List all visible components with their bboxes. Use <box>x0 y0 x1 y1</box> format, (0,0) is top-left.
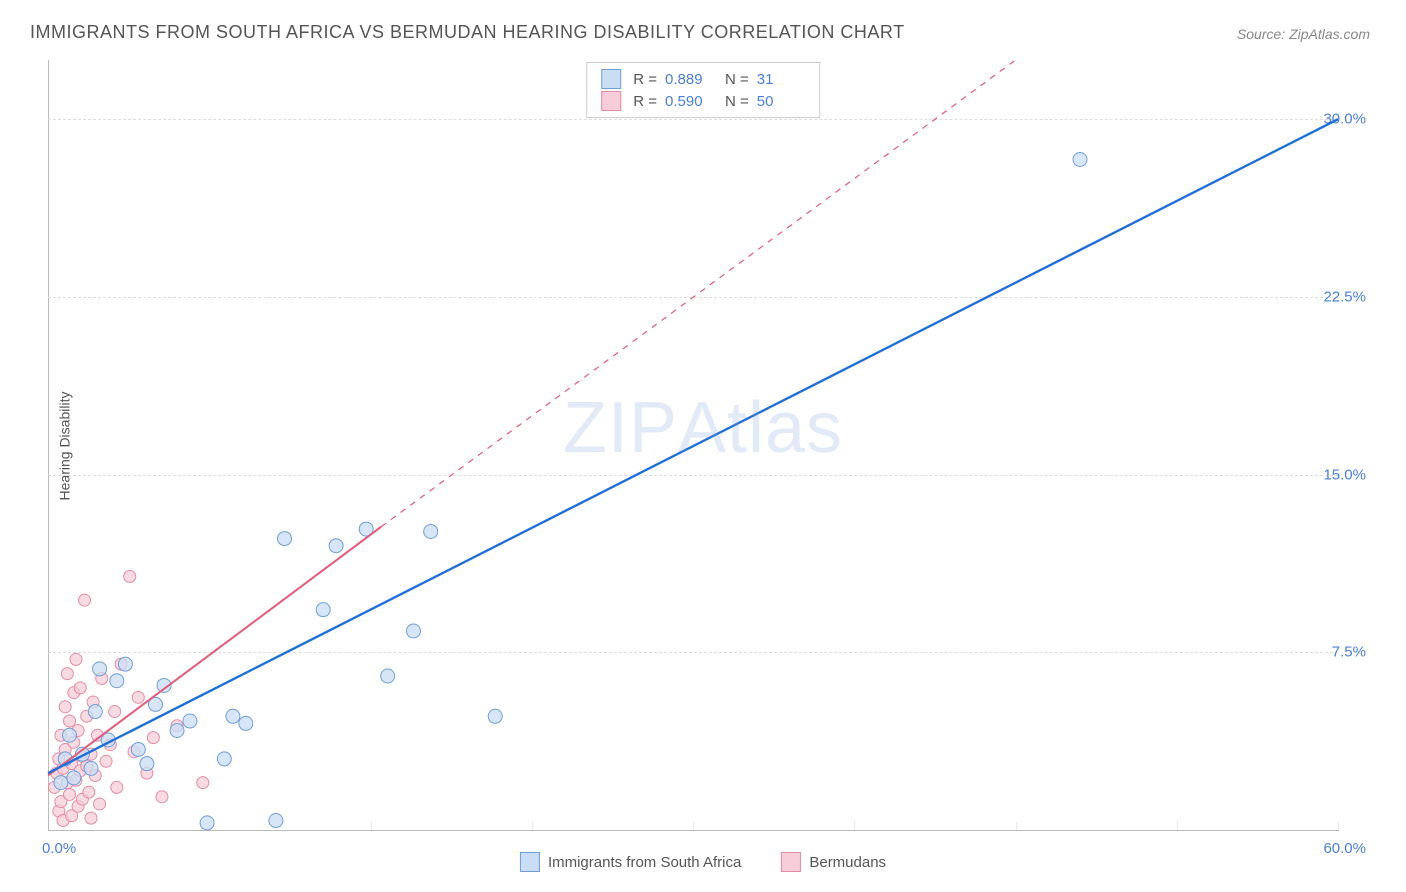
swatch-blue <box>601 69 621 89</box>
swatch-pink <box>601 91 621 111</box>
correlation-legend: R =0.889 N =31 R =0.590 N =50 <box>586 62 820 118</box>
swatch-pink <box>781 852 801 872</box>
x-tick-origin: 0.0% <box>42 840 76 857</box>
x-tick-end: 60.0% <box>1323 840 1366 857</box>
source-attribution: Source: ZipAtlas.com <box>1237 26 1370 42</box>
legend-label: Bermudans <box>809 854 886 871</box>
legend-item-pink: Bermudans <box>781 852 886 872</box>
scatter-chart <box>48 60 1338 830</box>
swatch-blue <box>520 852 540 872</box>
legend-label: Immigrants from South Africa <box>548 854 741 871</box>
chart-title: IMMIGRANTS FROM SOUTH AFRICA VS BERMUDAN… <box>30 22 905 43</box>
legend-item-blue: Immigrants from South Africa <box>520 852 741 872</box>
legend-row-pink: R =0.590 N =50 <box>601 90 805 112</box>
legend-row-blue: R =0.889 N =31 <box>601 68 805 90</box>
series-legend: Immigrants from South Africa Bermudans <box>520 852 886 872</box>
